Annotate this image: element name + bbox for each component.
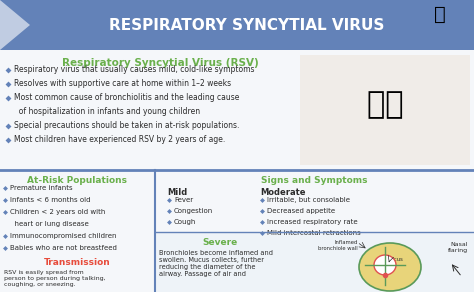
Text: Special precautions should be taken in at-risk populations.: Special precautions should be taken in a… xyxy=(14,121,239,131)
Text: Premature infants: Premature infants xyxy=(10,185,73,191)
Text: Bronchioles become inflamed and
swollen. Mucus collects, further
reducing the di: Bronchioles become inflamed and swollen.… xyxy=(159,250,273,277)
Text: heart or lung disease: heart or lung disease xyxy=(10,221,89,227)
Text: Signs and Symptoms: Signs and Symptoms xyxy=(261,176,368,185)
Text: Inflamed
bronchiole wall: Inflamed bronchiole wall xyxy=(318,240,358,251)
Text: Babies who are not breastfeed: Babies who are not breastfeed xyxy=(10,245,117,251)
Bar xyxy=(0,0,474,50)
Text: Increased respiratory rate: Increased respiratory rate xyxy=(267,219,357,225)
Text: RSV is easily spread from
person to person during talking,
coughing, or sneezing: RSV is easily spread from person to pers… xyxy=(4,270,106,287)
Text: of hospitalization in infants and young children: of hospitalization in infants and young … xyxy=(14,107,200,117)
Text: Transmission: Transmission xyxy=(44,258,111,267)
Bar xyxy=(0,170,474,292)
Text: Severe: Severe xyxy=(202,238,237,247)
Text: Fever: Fever xyxy=(174,197,193,203)
Text: 👩‍👦: 👩‍👦 xyxy=(367,91,403,119)
Text: Irritable, but consolable: Irritable, but consolable xyxy=(267,197,350,203)
Bar xyxy=(155,232,474,292)
Ellipse shape xyxy=(359,243,421,291)
Polygon shape xyxy=(0,0,30,50)
Text: Infants < 6 months old: Infants < 6 months old xyxy=(10,197,91,203)
Text: At-Risk Populations: At-Risk Populations xyxy=(27,176,128,185)
Text: Most common cause of bronchiolitis and the leading cause: Most common cause of bronchiolitis and t… xyxy=(14,93,239,102)
Text: Congestion: Congestion xyxy=(174,208,213,214)
Text: Resolves with supportive care at home within 1–2 weeks: Resolves with supportive care at home wi… xyxy=(14,79,231,88)
Bar xyxy=(0,50,474,170)
Text: Respiratory virus that usually causes mild, cold-like symptoms: Respiratory virus that usually causes mi… xyxy=(14,65,255,74)
Text: RESPIRATORY SYNCYTIAL VIRUS: RESPIRATORY SYNCYTIAL VIRUS xyxy=(109,18,385,32)
Bar xyxy=(300,55,470,165)
Text: Mild: Mild xyxy=(167,188,187,197)
Text: Cough: Cough xyxy=(174,219,196,225)
Ellipse shape xyxy=(374,255,396,275)
Text: Respiratory Syncytial Virus (RSV): Respiratory Syncytial Virus (RSV) xyxy=(62,58,258,68)
Text: Immunocompromised children: Immunocompromised children xyxy=(10,233,117,239)
Text: Mild intercostal retractions: Mild intercostal retractions xyxy=(267,230,361,236)
Text: Children < 2 years old with: Children < 2 years old with xyxy=(10,209,105,215)
Text: Nasal
flaring: Nasal flaring xyxy=(448,242,468,253)
Text: Decreased appetite: Decreased appetite xyxy=(267,208,335,214)
Text: Most children have experienced RSV by 2 years of age.: Most children have experienced RSV by 2 … xyxy=(14,135,225,145)
Text: Mucus: Mucus xyxy=(387,257,403,262)
Text: 🧒: 🧒 xyxy=(434,5,446,24)
Text: Moderate: Moderate xyxy=(260,188,306,197)
Bar xyxy=(415,2,470,48)
